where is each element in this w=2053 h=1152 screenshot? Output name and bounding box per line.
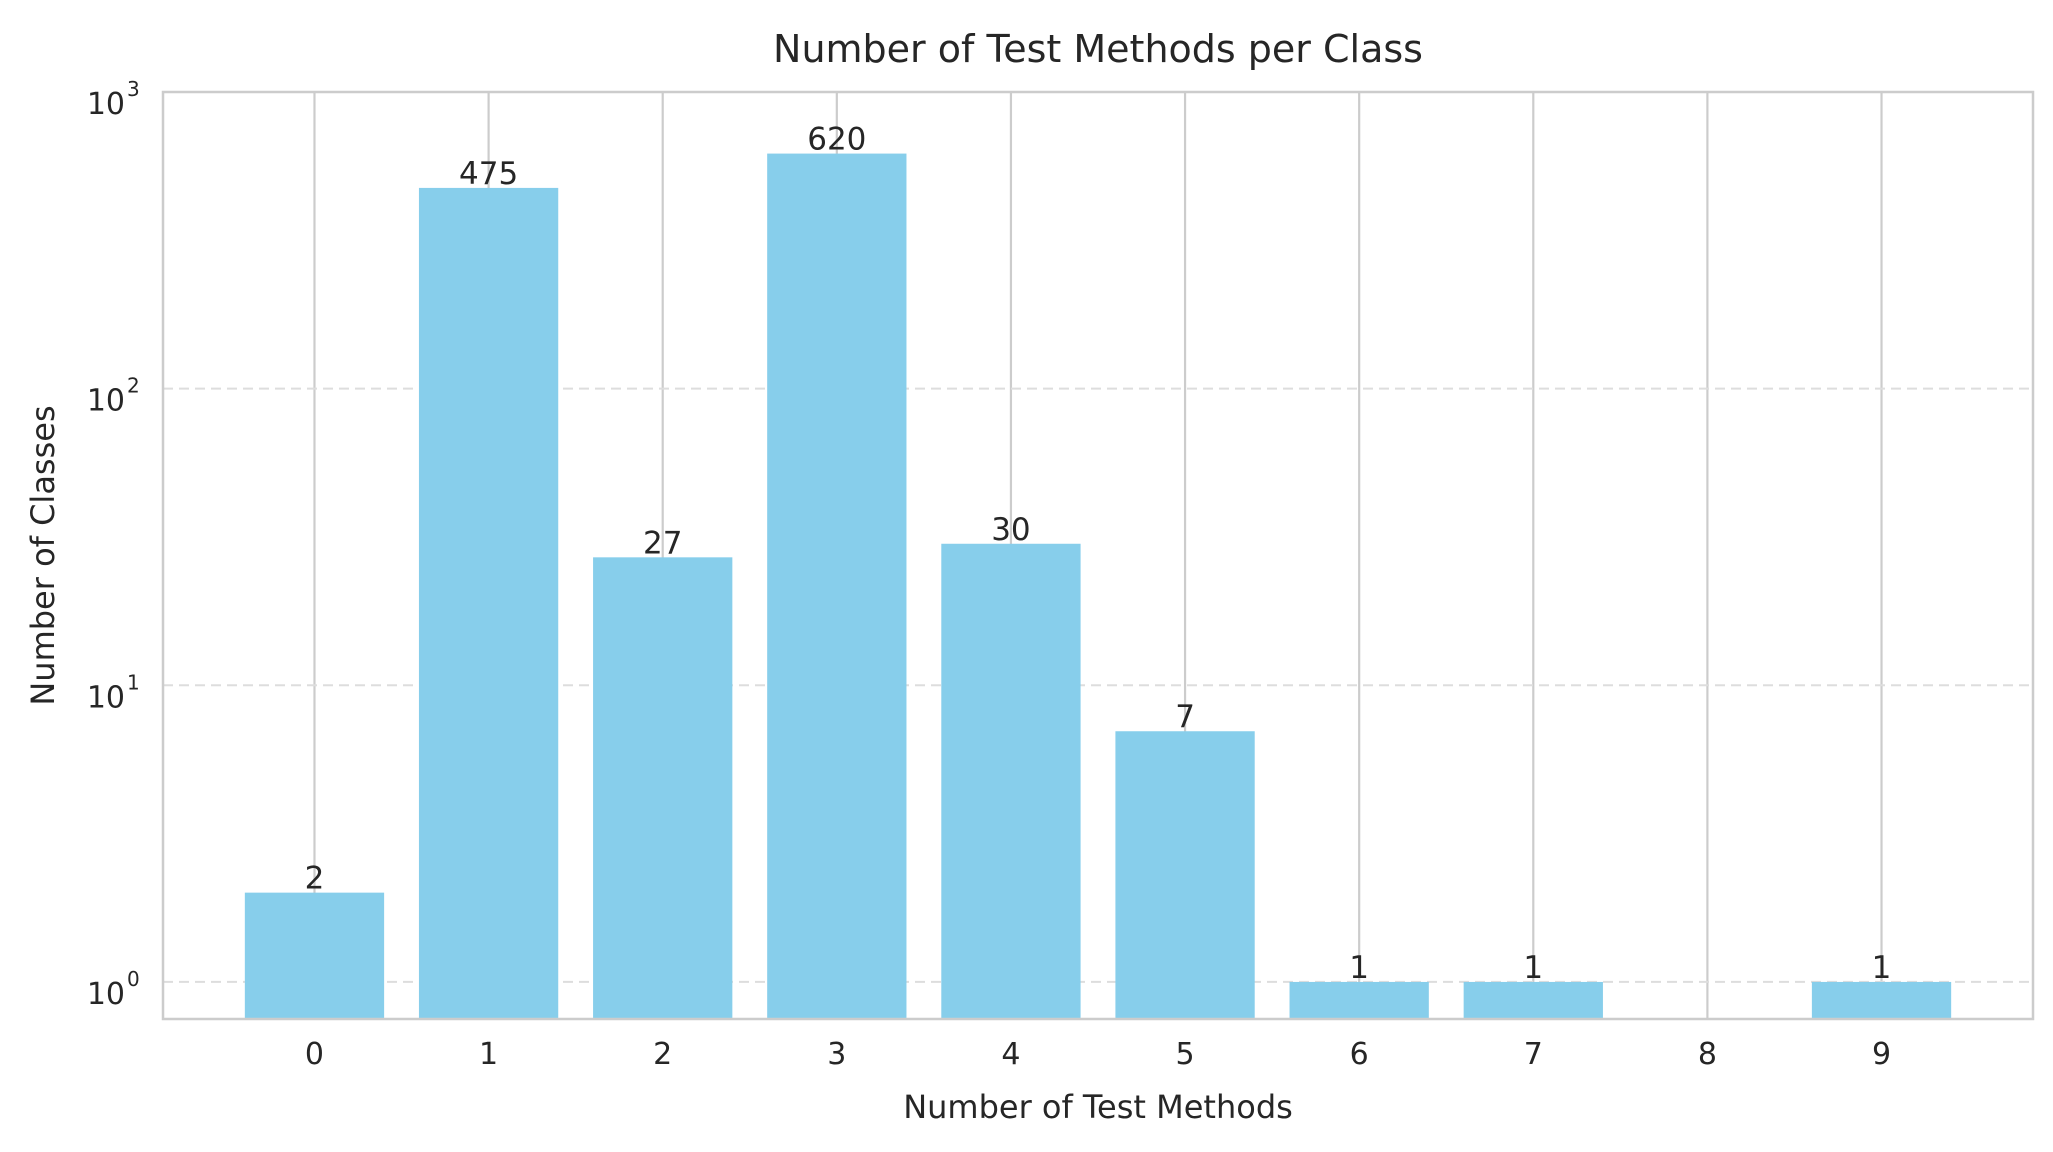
x-tick-labels: 0 1 2 3 4 5 6 7 8 9 bbox=[305, 1037, 1891, 1072]
bar-value-label: 475 bbox=[459, 156, 518, 192]
x-tick-label: 2 bbox=[653, 1037, 672, 1072]
y-tick-base: 10 bbox=[87, 977, 125, 1012]
y-tick-exponent: 1 bbox=[127, 670, 140, 694]
y-tick-base: 10 bbox=[87, 680, 125, 715]
y-tick-label: 10 3 bbox=[87, 77, 140, 122]
bar-value-label: 7 bbox=[1175, 699, 1195, 735]
x-tick-label: 9 bbox=[1872, 1037, 1891, 1072]
plot-frame bbox=[161, 90, 2035, 1021]
bar bbox=[1289, 981, 1429, 1019]
y-tick-label: 10 1 bbox=[87, 670, 140, 715]
x-tick-label: 0 bbox=[305, 1037, 324, 1072]
bars-layer bbox=[244, 153, 1952, 1020]
x-tick-label: 1 bbox=[479, 1037, 498, 1072]
bar bbox=[418, 187, 559, 1020]
bar-value-label: 1 bbox=[1872, 950, 1892, 986]
x-axis-label: Number of Test Methods bbox=[903, 1088, 1293, 1126]
y-tick-exponent: 0 bbox=[127, 967, 140, 991]
y-tick-exponent: 2 bbox=[127, 374, 140, 398]
bar-value-label: 2 bbox=[305, 861, 325, 897]
y-tick-base: 10 bbox=[87, 384, 125, 419]
bar bbox=[593, 557, 733, 1019]
bar-value-label: 1 bbox=[1523, 950, 1543, 986]
bar bbox=[767, 153, 907, 1020]
y-axis-label: Number of Classes bbox=[24, 405, 62, 705]
y-tick-base: 10 bbox=[87, 87, 125, 122]
x-tick-label: 3 bbox=[827, 1037, 846, 1072]
bar bbox=[1115, 731, 1255, 1019]
x-tick-label: 5 bbox=[1176, 1037, 1195, 1072]
chart-title: Number of Test Methods per Class bbox=[773, 27, 1423, 71]
bar bbox=[1811, 981, 1952, 1019]
bar-value-label: 30 bbox=[991, 512, 1030, 548]
bar bbox=[941, 543, 1081, 1019]
x-tick-label: 7 bbox=[1524, 1037, 1543, 1072]
x-tick-label: 8 bbox=[1698, 1037, 1717, 1072]
bar-value-label: 1 bbox=[1349, 950, 1369, 986]
y-tick-exponent: 3 bbox=[127, 77, 140, 101]
bar bbox=[244, 892, 385, 1019]
bar bbox=[1463, 981, 1603, 1019]
labels-layer: 2 475 27 620 30 7 1 1 1 bbox=[305, 122, 1892, 986]
x-tick-label: 6 bbox=[1350, 1037, 1369, 1072]
y-tick-label: 10 0 bbox=[87, 967, 140, 1012]
bar-value-label: 620 bbox=[807, 122, 866, 158]
y-tick-label: 10 2 bbox=[87, 374, 140, 419]
x-tick-label: 4 bbox=[1001, 1037, 1020, 1072]
bar-value-label: 27 bbox=[643, 525, 682, 561]
